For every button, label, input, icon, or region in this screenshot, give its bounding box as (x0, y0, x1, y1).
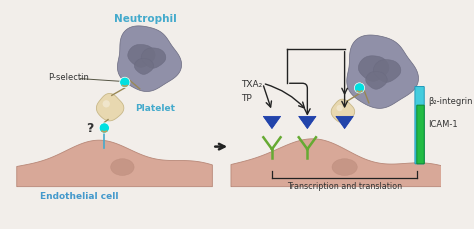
Polygon shape (299, 117, 316, 129)
Polygon shape (141, 49, 166, 69)
Polygon shape (358, 57, 389, 82)
Ellipse shape (110, 159, 134, 176)
Polygon shape (336, 117, 353, 129)
Polygon shape (96, 94, 124, 121)
Polygon shape (374, 60, 401, 83)
Polygon shape (263, 117, 281, 129)
Polygon shape (128, 45, 155, 68)
Circle shape (102, 101, 110, 108)
Text: Platelet: Platelet (135, 104, 175, 112)
Polygon shape (231, 139, 441, 187)
Polygon shape (347, 36, 419, 109)
Text: P-selectin: P-selectin (48, 73, 89, 82)
Circle shape (119, 78, 130, 88)
Polygon shape (366, 72, 387, 90)
Circle shape (355, 83, 365, 94)
Polygon shape (331, 100, 355, 123)
Text: Endothelial cell: Endothelial cell (40, 191, 118, 200)
Text: TXA₂: TXA₂ (241, 79, 263, 88)
Circle shape (337, 106, 343, 112)
Text: Transcription and translation: Transcription and translation (287, 181, 402, 190)
Polygon shape (118, 27, 182, 92)
Ellipse shape (332, 159, 357, 176)
Polygon shape (17, 141, 212, 187)
Text: TP: TP (241, 93, 252, 102)
Circle shape (99, 123, 109, 134)
FancyBboxPatch shape (417, 106, 424, 164)
Text: ICAM-1: ICAM-1 (428, 119, 458, 128)
FancyBboxPatch shape (415, 87, 424, 164)
Polygon shape (135, 59, 154, 75)
Text: ?: ? (86, 122, 93, 135)
Text: Neutrophil: Neutrophil (114, 14, 177, 24)
Text: β₂-integrin: β₂-integrin (428, 96, 473, 105)
